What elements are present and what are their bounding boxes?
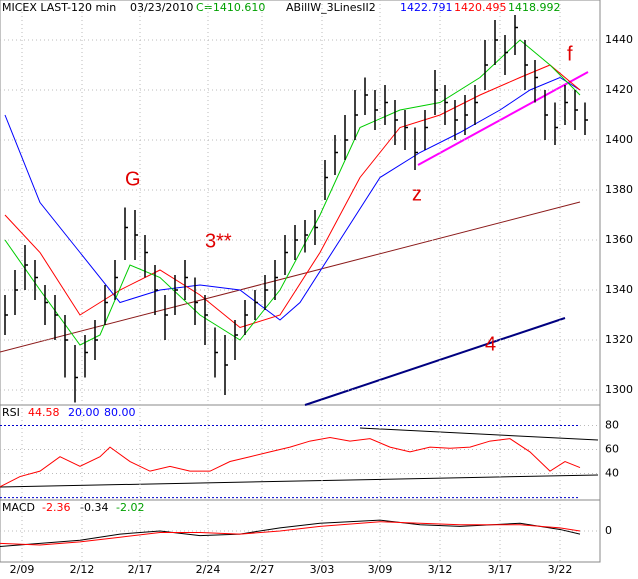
x-tick-label: 3/17: [488, 563, 513, 576]
macd-label: MACD: [2, 501, 35, 514]
x-tick-label: 2/24: [196, 563, 221, 576]
y-tick-label: 1320: [605, 333, 633, 346]
y-tick-label: 60: [605, 442, 619, 455]
x-tick-label: 2/09: [10, 563, 35, 576]
macd-line: [0, 519, 581, 547]
y-tick-label: 1420: [605, 83, 633, 96]
ma-value: 1418.992: [508, 1, 561, 14]
x-tick-label: 2/17: [128, 563, 153, 576]
signal-line: [0, 521, 581, 546]
ma-value: 1422.791: [400, 1, 453, 14]
macd-hist: -2.02: [116, 501, 144, 514]
symbol: MICEX LAST-120 min: [2, 1, 116, 14]
y-tick-label: 0: [605, 524, 612, 537]
annotation: 4: [485, 333, 496, 355]
x-tick-label: 3/12: [428, 563, 453, 576]
rsi-value: 44.58: [28, 406, 60, 419]
x-tick-label: 2/12: [70, 563, 95, 576]
y-tick-label: 1360: [605, 233, 633, 246]
x-tick-label: 3/09: [368, 563, 393, 576]
x-tick-label: 3/22: [548, 563, 573, 576]
moving-average: [4, 76, 581, 321]
study-name: ABillW_3LinesII2: [286, 1, 376, 14]
y-tick-label: 1440: [605, 33, 633, 46]
y-tick-label: 1340: [605, 283, 633, 296]
trend-line: [417, 71, 589, 166]
rsi-low: 20.00: [68, 406, 100, 419]
rsi-high: 80.00: [104, 406, 136, 419]
annotation: f: [567, 43, 573, 65]
y-tick-label: 1400: [605, 133, 633, 146]
y-tick-label: 80: [605, 418, 619, 431]
annotation: z: [412, 183, 422, 205]
y-tick-label: 40: [605, 467, 619, 480]
rsi-label: RSI: [2, 406, 20, 419]
rsi-trend-line: [0, 474, 599, 488]
moving-average: [4, 64, 581, 329]
macd-signal: -0.34: [80, 501, 108, 514]
y-tick-label: 1380: [605, 183, 633, 196]
x-tick-label: 2/27: [250, 563, 275, 576]
trend-line: [0, 201, 581, 353]
ma-value: 1420.495: [454, 1, 507, 14]
last-close: C=1410.610: [196, 1, 265, 14]
annotation: 3**: [205, 230, 232, 252]
rsi-trend-line: [359, 427, 599, 441]
annotation: G: [125, 168, 141, 190]
x-tick-label: 3/03: [310, 563, 335, 576]
rsi-line: [0, 436, 581, 488]
macd-value: -2.36: [42, 501, 70, 514]
date: 03/23/2010: [130, 1, 193, 14]
moving-average: [4, 39, 581, 346]
plot-frame: [0, 0, 601, 563]
y-tick-label: 1300: [605, 383, 633, 396]
